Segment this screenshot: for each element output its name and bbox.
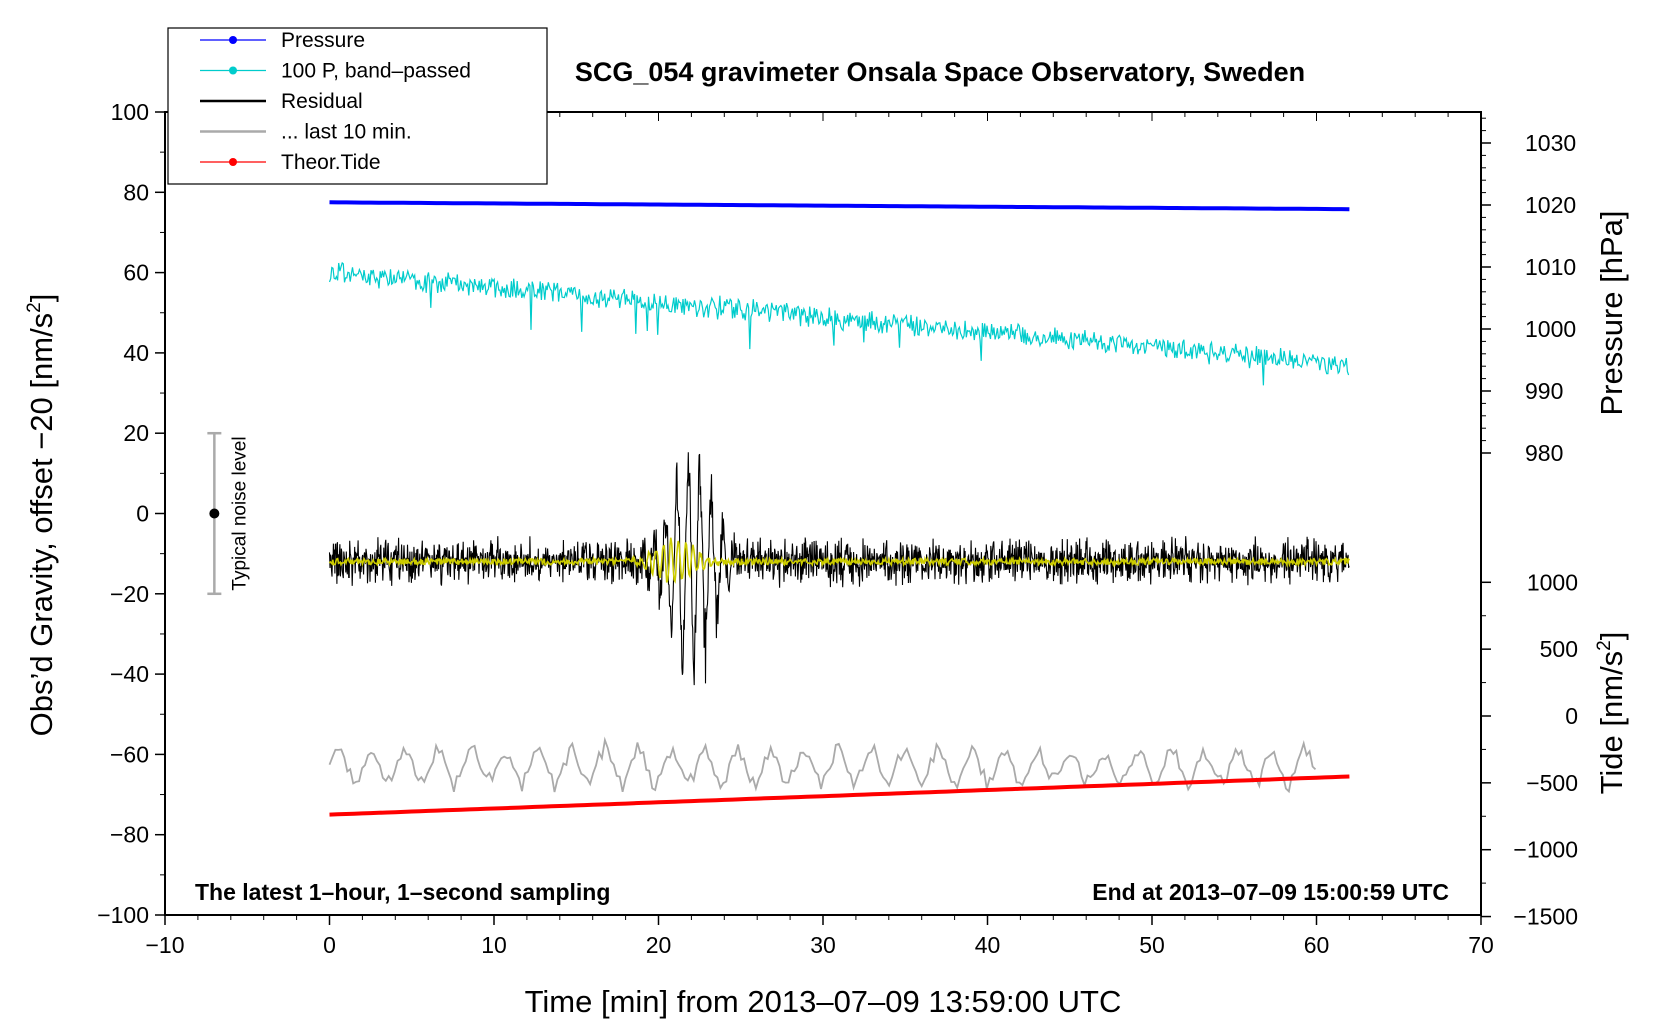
left-tick-label: −100 (97, 902, 149, 928)
legend-label: Theor.Tide (281, 151, 381, 174)
left-axis-title-main: Obs’d Gravity, offset −20 [nm/s (24, 313, 59, 737)
tide-tick-label: 500 (1540, 636, 1578, 662)
left-tick-label: −80 (110, 822, 149, 848)
pressure-tick-label: 1020 (1525, 192, 1576, 218)
legend-swatch-dot (229, 66, 237, 75)
noise-level-bar: Typical noise level (207, 431, 250, 596)
tide-axis-title-main: Tide [nm/s (1594, 651, 1629, 795)
left-tick-label: 20 (123, 420, 149, 446)
series-band-passed-line (328, 261, 1350, 386)
tide-tick-label: 1000 (1527, 569, 1578, 595)
tide-tick-label: 0 (1565, 703, 1578, 729)
pressure-tick-label: 980 (1525, 440, 1563, 466)
legend-label: 100 P, band–passed (281, 60, 471, 83)
series-pressure-line (329, 200, 1350, 212)
left-tick-label: −20 (110, 581, 149, 607)
legend-box (167, 27, 548, 185)
left-tick-label: 0 (136, 501, 149, 527)
tide-tick-label: −1500 (1513, 904, 1578, 930)
left-tick-label: 60 (123, 260, 149, 286)
legend-label: Residual (281, 90, 363, 113)
pressure-tick-label: 1010 (1525, 254, 1576, 280)
legend-label: Pressure (281, 29, 365, 52)
pressure-tick-label: 1030 (1525, 130, 1576, 156)
x-tick-label: 40 (975, 932, 1001, 958)
annotation-latest-hour: The latest 1–hour, 1–second sampling (195, 879, 610, 905)
legend-swatch-dot (229, 36, 237, 44)
pressure-axis-title: Pressure [hPa] (1594, 210, 1629, 415)
x-tick-label: 60 (1304, 932, 1330, 958)
series-residual-lowpass-line (328, 537, 1351, 584)
left-tick-label: 40 (123, 340, 149, 366)
x-tick-label: 70 (1468, 932, 1494, 958)
left-axis-title-end: ] (24, 294, 59, 303)
series-last-10-min-line (328, 736, 1317, 794)
left-y-axis: −100 −80 −60 −40 −20 0 20 40 60 80 100 (97, 99, 165, 928)
chart-title: SCG_054 gravimeter Onsala Space Observat… (575, 57, 1305, 87)
legend: Pressure 100 P, band–passed Residual ... la… (167, 27, 548, 185)
pressure-tick-label: 990 (1525, 378, 1563, 404)
tide-axis-title-end: ] (1594, 632, 1629, 641)
left-tick-label: −60 (110, 741, 149, 767)
tide-tick-label: −1000 (1513, 837, 1578, 863)
left-tick-label: 80 (123, 179, 149, 205)
x-tick-label: 10 (481, 932, 507, 958)
series-residual-line (328, 452, 1350, 686)
tide-axis-title-sup: 2 (1594, 640, 1615, 651)
x-tick-label: 0 (323, 932, 336, 958)
x-tick-label: 20 (646, 932, 672, 958)
x-tick-label: −10 (145, 932, 184, 958)
x-axis: −10 0 10 20 30 40 50 60 70 (145, 112, 1494, 958)
annotation-end-time: End at 2013–07–09 15:00:59 UTC (1092, 879, 1449, 905)
tide-axis: −1500 −1000 −500 0 500 1000 (1481, 569, 1578, 930)
left-axis-title: Obs’d Gravity, offset −20 [nm/s2] (24, 294, 59, 737)
left-tick-label: −40 (110, 661, 149, 687)
pressure-axis: 980 990 1000 1010 1020 1030 (1481, 117, 1576, 466)
noise-level-label: Typical noise level (229, 436, 250, 590)
legend-label: ... last 10 min. (281, 121, 412, 144)
series-layer (328, 200, 1351, 817)
left-axis-title-sup: 2 (24, 302, 45, 313)
x-tick-label: 30 (810, 932, 836, 958)
series-theor-tide-line (329, 774, 1350, 817)
left-tick-label: 100 (111, 99, 149, 125)
pressure-tick-label: 1000 (1525, 316, 1576, 342)
x-tick-label: 50 (1139, 932, 1165, 958)
tide-tick-label: −500 (1526, 770, 1578, 796)
legend-swatch-dot (229, 158, 237, 166)
tide-axis-title: Tide [nm/s2] (1594, 632, 1629, 795)
x-axis-title: Time [min] from 2013–07–09 13:59:00 UTC (525, 984, 1122, 1019)
noise-bar-center-dot (209, 508, 220, 519)
